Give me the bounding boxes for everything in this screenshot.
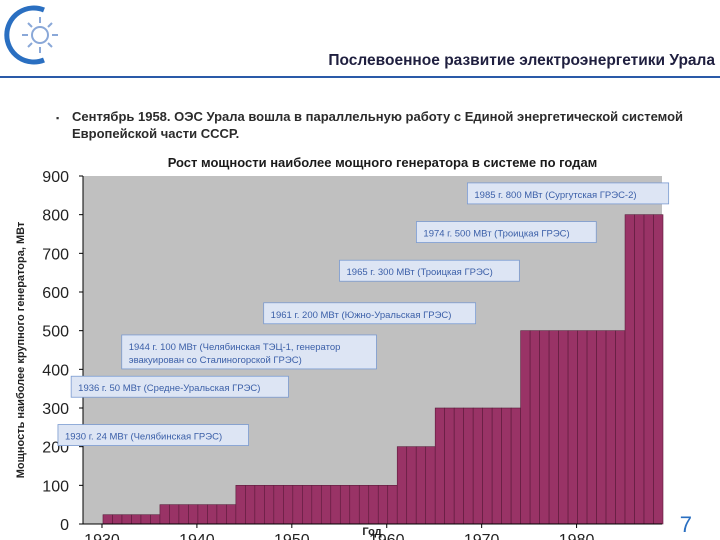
bar-1956: [349, 485, 360, 525]
bar-1949: [283, 485, 294, 525]
bar-1985: [624, 214, 635, 525]
slide-title: Послевоенное развитие электроэнергетики …: [328, 52, 715, 69]
bar-1964: [425, 446, 436, 525]
annotation-text-4-b: эвакуирован со Сталиногорской ГРЭС): [129, 355, 302, 366]
bar-1948: [273, 485, 284, 525]
y-tick-label-900: 900: [42, 169, 69, 186]
y-tick-label-600: 600: [42, 285, 69, 302]
bar-1952: [311, 485, 322, 525]
annotation-text-5: 1936 г. 50 МВт (Средне-Уральская ГРЭС): [78, 383, 260, 394]
bar-1976: [539, 330, 550, 525]
bar-1944: [235, 485, 246, 525]
bar-1967: [453, 407, 464, 525]
bar-1945: [245, 485, 256, 525]
bar-1983: [605, 330, 616, 525]
bar-1941: [207, 504, 218, 525]
bar-1950: [292, 485, 303, 525]
bullet-text: Сентябрь 1958. ОЭС Урала вошла в паралле…: [72, 109, 684, 141]
x-tick-label-1950: 1950: [274, 532, 310, 540]
bar-1981: [586, 330, 597, 525]
bar-1937: [169, 504, 180, 525]
bar-1934: [140, 514, 151, 525]
annotation-text-2: 1965 г. 300 МВт (Троицкая ГРЭС): [347, 267, 493, 278]
bar-1954: [330, 485, 341, 525]
bullet-marker: ▪: [56, 113, 60, 123]
bar-1942: [216, 504, 227, 525]
annotation-text-1: 1974 г. 500 МВт (Троицкая ГРЭС): [423, 229, 569, 240]
bar-1972: [501, 407, 512, 525]
bar-1951: [302, 485, 313, 525]
bar-1935: [150, 514, 161, 525]
bar-1965: [434, 407, 445, 525]
annotation-text-4: 1944 г. 100 МВт (Челябинская ТЭЦ-1, гене…: [129, 342, 341, 353]
power-growth-chart: Рост мощности наиболее мощного генератор…: [15, 155, 670, 540]
bar-1984: [615, 330, 626, 525]
y-tick-label-300: 300: [42, 401, 69, 418]
bar-1975: [529, 330, 540, 525]
bar-1966: [444, 407, 455, 525]
bar-1970: [482, 407, 493, 525]
bar-1943: [226, 504, 237, 525]
bar-1960: [387, 485, 398, 525]
bar-1931: [112, 514, 123, 525]
x-tick-label-1970: 1970: [464, 532, 500, 540]
annotation-box-5: [70, 375, 289, 398]
bar-1979: [567, 330, 578, 525]
y-tick-label-700: 700: [42, 246, 69, 263]
bar-1955: [339, 485, 351, 525]
x-tick-label-1960: 1960: [369, 532, 405, 540]
x-tick-label-1980: 1980: [559, 532, 595, 540]
bar-1938: [178, 504, 189, 525]
bar-1933: [131, 514, 142, 525]
bar-1939: [188, 504, 199, 525]
bar-1936: [159, 504, 170, 525]
bar-1988: [653, 214, 664, 525]
bar-1980: [577, 330, 588, 525]
y-tick-label-800: 800: [42, 208, 69, 225]
annotation-box-3: [263, 302, 477, 325]
bar-1986: [634, 214, 645, 525]
y-tick-label-100: 100: [42, 478, 69, 495]
bar-1961: [396, 446, 408, 525]
y-tick-label-500: 500: [42, 324, 69, 341]
annotation-box-2: [339, 259, 520, 282]
bar-1953: [320, 485, 332, 525]
bar-1940: [197, 504, 208, 525]
bar-1932: [121, 514, 132, 525]
bar-1987: [643, 214, 654, 525]
page-number: 7: [679, 512, 692, 537]
bar-1930: [102, 514, 113, 525]
annotation-box-1: [416, 221, 597, 243]
x-tick-label-1930: 1930: [84, 532, 120, 540]
bar-1957: [358, 485, 370, 525]
bar-1973: [510, 407, 521, 525]
bar-1959: [377, 485, 389, 525]
chart-title: Рост мощности наиболее мощного генератор…: [168, 155, 598, 170]
title-divider: [0, 76, 720, 78]
company-logo-icon: [4, 5, 58, 65]
bar-1974: [520, 330, 531, 525]
y-tick-label-400: 400: [42, 362, 69, 379]
annotation-text-0: 1985 г. 800 МВт (Сургутская ГРЭС-2): [474, 190, 636, 201]
bar-1982: [596, 330, 607, 525]
annotation-box-0: [467, 182, 670, 205]
bar-1958: [368, 485, 379, 525]
bar-1963: [415, 446, 427, 525]
x-axis-label: Год: [362, 526, 381, 538]
bar-1977: [548, 330, 559, 525]
annotation-text-3: 1961 г. 200 МВт (Южно-Уральская ГРЭС): [271, 310, 452, 321]
annotation-text-6: 1930 г. 24 МВт (Челябинская ГРЭС): [65, 432, 222, 443]
annotation-box-6: [57, 424, 249, 446]
bar-1969: [472, 407, 483, 525]
bar-1947: [264, 485, 275, 525]
x-tick-label-1940: 1940: [179, 532, 215, 540]
y-tick-label-0: 0: [60, 517, 69, 534]
bar-1978: [558, 330, 569, 525]
bar-1946: [254, 485, 265, 525]
y-axis-label: Мощность наиболее крупного генератора, М…: [15, 221, 27, 478]
bar-1971: [491, 407, 502, 525]
bar-1962: [406, 446, 417, 525]
annotation-box-4: [121, 334, 377, 370]
bar-1968: [463, 407, 474, 525]
